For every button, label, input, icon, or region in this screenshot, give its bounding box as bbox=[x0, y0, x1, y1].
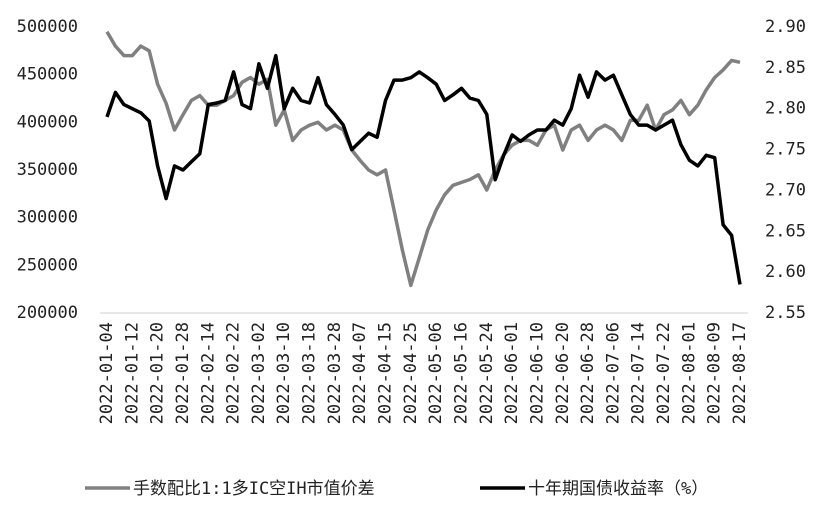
x-tick-label: 2022-03-02 bbox=[249, 322, 269, 424]
x-tick-label: 2022-05-24 bbox=[477, 322, 497, 424]
y-tick-label: 400000 bbox=[17, 112, 78, 132]
x-tick-label: 2022-07-14 bbox=[629, 322, 649, 424]
x-tick-label: 2022-02-22 bbox=[224, 322, 244, 424]
x-tick-label: 2022-03-28 bbox=[325, 322, 345, 424]
y-tick-label: 200000 bbox=[17, 303, 78, 323]
x-tick-label: 2022-02-14 bbox=[198, 322, 218, 424]
y-tick-label: 250000 bbox=[17, 255, 78, 275]
y2-tick-label: 2.75 bbox=[765, 140, 806, 160]
x-tick-label: 2022-08-17 bbox=[730, 322, 750, 424]
x-tick-label: 2022-06-01 bbox=[502, 322, 522, 424]
legend-label: 十年期国债收益率（%） bbox=[528, 479, 708, 499]
x-tick-label: 2022-06-20 bbox=[553, 322, 573, 424]
legend-label: 手数配比1:1多IC空IH市值价差 bbox=[133, 479, 375, 499]
x-tick-label: 2022-08-01 bbox=[679, 322, 699, 424]
x-tick-label: 2022-07-06 bbox=[603, 322, 623, 424]
y2-tick-label: 2.55 bbox=[765, 303, 806, 323]
x-tick-label: 2022-05-16 bbox=[451, 322, 471, 424]
y2-tick-label: 2.80 bbox=[765, 99, 806, 119]
x-tick-label: 2022-03-18 bbox=[300, 322, 320, 424]
y-tick-label: 300000 bbox=[17, 208, 78, 228]
y-tick-label: 350000 bbox=[17, 160, 78, 180]
x-tick-label: 2022-03-10 bbox=[274, 322, 294, 424]
x-tick-label: 2022-01-04 bbox=[97, 322, 117, 424]
y-tick-label: 500000 bbox=[17, 17, 78, 37]
x-tick-label: 2022-06-28 bbox=[578, 322, 598, 424]
x-tick-label: 2022-05-06 bbox=[426, 322, 446, 424]
series-line bbox=[105, 53, 742, 285]
y2-tick-label: 2.60 bbox=[765, 262, 806, 282]
x-tick-label: 2022-04-15 bbox=[376, 322, 396, 424]
x-tick-label: 2022-06-10 bbox=[527, 322, 547, 424]
x-tick-label: 2022-04-07 bbox=[350, 322, 370, 424]
x-tick-label: 2022-01-20 bbox=[148, 322, 168, 424]
y2-tick-label: 2.85 bbox=[765, 58, 806, 78]
y2-tick-label: 2.90 bbox=[765, 17, 806, 37]
series-line bbox=[105, 30, 741, 288]
x-tick-label: 2022-01-28 bbox=[173, 322, 193, 424]
y-tick-label: 450000 bbox=[17, 65, 78, 85]
y2-tick-label: 2.65 bbox=[765, 221, 806, 241]
x-tick-label: 2022-04-25 bbox=[401, 322, 421, 424]
x-tick-label: 2022-07-22 bbox=[654, 322, 674, 424]
x-tick-label: 2022-01-12 bbox=[122, 322, 142, 424]
y2-tick-label: 2.70 bbox=[765, 180, 806, 200]
x-tick-label: 2022-08-09 bbox=[705, 322, 725, 424]
